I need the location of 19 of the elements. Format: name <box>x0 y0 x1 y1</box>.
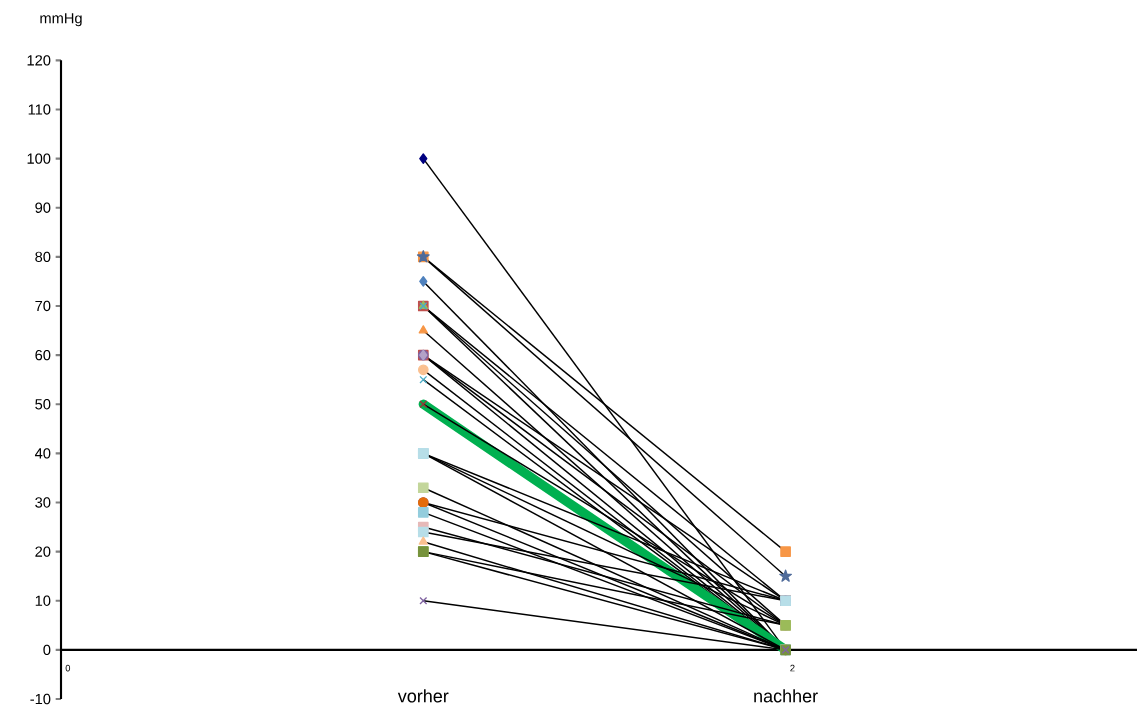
y-tick-label: 0 <box>43 644 51 656</box>
y-tick-label: 40 <box>34 448 51 459</box>
y-tick-label: -10 <box>30 693 51 705</box>
y-tick-label: 110 <box>28 104 51 115</box>
y-tick-label: 80 <box>35 251 51 263</box>
annotation: 0 <box>65 664 71 672</box>
y-tick-label: 20 <box>35 546 51 557</box>
y-tick-label: 120 <box>27 55 51 66</box>
y-tick-label: 100 <box>27 153 51 164</box>
y-tick-label: 30 <box>35 497 51 508</box>
x-tick-label: nachher <box>754 689 818 703</box>
y-tick-label: 70 <box>35 300 51 312</box>
y-axis-title: mmHg <box>40 13 82 27</box>
annotation: 2 <box>790 664 795 672</box>
y-tick-label: 60 <box>35 349 51 361</box>
y-tick-label: 90 <box>35 202 51 213</box>
x-tick-label: vorher <box>397 689 449 703</box>
y-tick-label: 50 <box>35 399 51 410</box>
y-tick-label: 10 <box>35 595 51 606</box>
